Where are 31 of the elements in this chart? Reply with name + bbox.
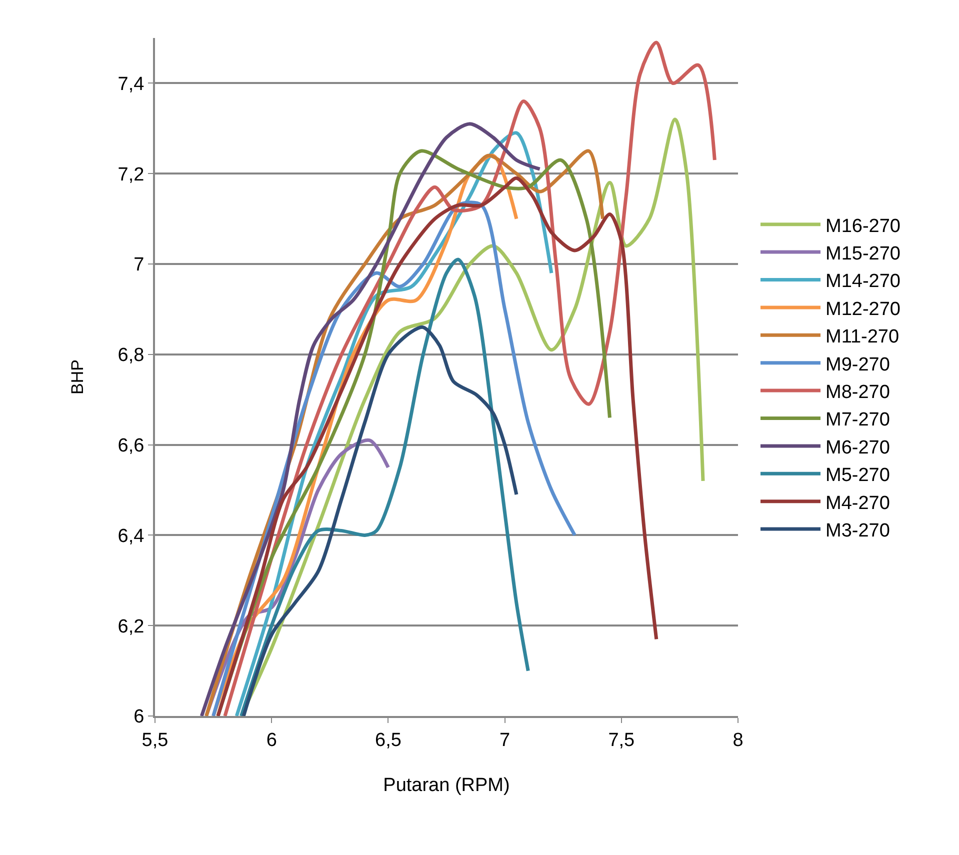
legend-label: M8-270	[825, 382, 890, 403]
y-tick-label: 6,6	[118, 435, 144, 456]
y-axis-title: BHP	[68, 360, 87, 394]
line-series	[242, 325, 518, 716]
line-series	[240, 258, 530, 716]
legend-label: M3-270	[825, 520, 890, 542]
legend-label: M9-270	[825, 354, 890, 376]
legend-label: M7-270	[825, 410, 890, 431]
legend-label: M11-270	[825, 326, 900, 348]
legend-label: M14-270	[825, 271, 900, 292]
y-tick-label: 6,2	[118, 616, 144, 638]
legend-label: M16-270	[825, 216, 900, 237]
x-tick-label: 6,5	[374, 730, 402, 751]
y-tick-label: 6	[134, 706, 144, 728]
legend-label: M15-270	[825, 243, 900, 264]
x-axis-title: Putaran (RPM)	[383, 775, 510, 796]
y-tick-label: 6,4	[118, 526, 145, 547]
y-tick-label: 7	[134, 254, 144, 276]
y-tick-label: 6,8	[118, 345, 144, 366]
legend-label: M6-270	[825, 437, 890, 458]
legend-label: M12-270	[825, 298, 900, 320]
y-tick-label: 7,4	[118, 74, 145, 95]
x-tick-label: 7	[500, 730, 510, 751]
legend-label: M4-270	[825, 492, 890, 514]
y-tick-label: 7,2	[118, 164, 144, 186]
x-tick-label: 5,5	[142, 730, 168, 751]
x-tick-label: 8	[732, 730, 744, 751]
legend-label: M5-270	[825, 465, 890, 486]
x-tick-label: 7,5	[608, 730, 635, 751]
x-tick-label: 6	[266, 730, 277, 751]
line-series	[223, 40, 716, 716]
